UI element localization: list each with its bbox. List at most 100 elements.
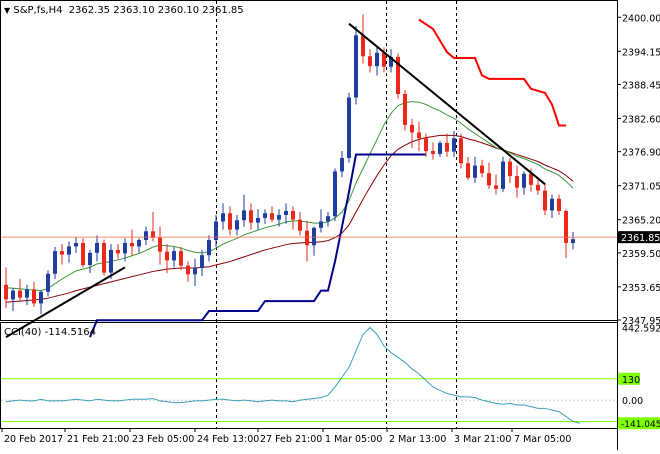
candle[interactable] [557, 194, 561, 216]
candle[interactable] [326, 212, 330, 227]
candle[interactable] [186, 261, 190, 282]
cci-level-label: 130 [622, 375, 640, 386]
candle[interactable] [564, 209, 568, 259]
candle[interactable] [4, 267, 8, 309]
candle-body [564, 210, 568, 243]
candle[interactable] [228, 206, 232, 236]
candle[interactable] [95, 235, 99, 262]
candle[interactable] [305, 220, 309, 262]
candle[interactable] [214, 215, 218, 248]
candle[interactable] [445, 133, 449, 157]
candle-body [417, 132, 421, 139]
candle[interactable] [319, 209, 323, 233]
candle[interactable] [522, 171, 526, 195]
candle[interactable] [60, 244, 64, 265]
trendlines[interactable] [5, 22, 546, 339]
candle[interactable] [193, 258, 197, 286]
candle[interactable] [11, 287, 15, 311]
candle-body [480, 165, 484, 174]
candle[interactable] [137, 238, 141, 253]
candle[interactable] [263, 209, 267, 224]
candle[interactable] [39, 290, 43, 314]
candle[interactable] [396, 53, 400, 99]
candle[interactable] [46, 270, 50, 297]
candle[interactable] [361, 14, 365, 64]
vertical-grid [216, 1, 457, 428]
candle[interactable] [410, 119, 414, 149]
trendline[interactable] [5, 266, 126, 339]
candle[interactable] [536, 180, 540, 195]
candle[interactable] [480, 159, 484, 178]
candle[interactable] [550, 194, 554, 218]
candle[interactable] [53, 247, 57, 279]
candle[interactable] [473, 156, 477, 184]
candle[interactable] [207, 235, 211, 262]
candle[interactable] [354, 26, 358, 105]
candle[interactable] [102, 239, 106, 276]
cci-axis-max-label: 442.592 [622, 323, 660, 334]
candle[interactable] [172, 247, 176, 268]
time-tick-label: 2 Mar 13:00 [389, 434, 446, 445]
candle[interactable] [333, 168, 337, 221]
candle[interactable] [571, 231, 575, 250]
candle[interactable] [431, 142, 435, 160]
candle[interactable] [235, 215, 239, 236]
candle[interactable] [18, 278, 22, 303]
cci-axis: 442.592 130 0.00 -141.0454 [618, 323, 660, 430]
candle[interactable] [403, 89, 407, 131]
candle[interactable] [74, 237, 78, 253]
candle[interactable] [347, 92, 351, 163]
candle[interactable] [130, 229, 134, 256]
ma-fast-line [5, 101, 574, 292]
candle[interactable] [277, 209, 281, 227]
candle[interactable] [116, 244, 120, 259]
candle[interactable] [179, 247, 183, 271]
candle[interactable] [284, 203, 288, 224]
candle[interactable] [32, 281, 36, 307]
candle[interactable] [298, 212, 302, 236]
candle[interactable] [459, 133, 463, 169]
candle[interactable] [249, 203, 253, 230]
candle[interactable] [452, 130, 456, 157]
candle[interactable] [375, 46, 379, 76]
candle[interactable] [200, 249, 204, 277]
candle[interactable] [340, 151, 344, 178]
candle[interactable] [165, 244, 169, 274]
candle[interactable] [424, 133, 428, 157]
candle[interactable] [109, 244, 113, 279]
candle[interactable] [438, 140, 442, 157]
candle[interactable] [25, 284, 29, 306]
candle[interactable] [221, 203, 225, 230]
candle[interactable] [123, 238, 127, 262]
candle[interactable] [543, 183, 547, 216]
candle[interactable] [368, 49, 372, 73]
candle[interactable] [151, 212, 155, 242]
candle[interactable] [417, 121, 421, 152]
candle[interactable] [515, 165, 519, 198]
candle[interactable] [158, 226, 162, 265]
candle[interactable] [242, 194, 246, 227]
candle[interactable] [501, 156, 505, 192]
cci-current-label: -141.0454 [621, 420, 660, 430]
candle[interactable] [81, 238, 85, 268]
candle[interactable] [88, 249, 92, 274]
candle[interactable] [144, 226, 148, 246]
candle[interactable] [389, 49, 393, 73]
trendline[interactable] [348, 22, 546, 185]
candle[interactable] [508, 158, 512, 184]
candle[interactable] [312, 226, 316, 256]
candle[interactable] [256, 209, 260, 230]
chart-menu-arrow-icon[interactable]: ▼ [4, 6, 11, 15]
candle-body [291, 210, 295, 220]
candle[interactable] [494, 174, 498, 195]
candles[interactable] [4, 14, 575, 314]
candle[interactable] [67, 241, 71, 263]
candle[interactable] [291, 206, 295, 230]
candle[interactable] [466, 156, 470, 181]
candle-body [60, 251, 64, 255]
candle[interactable] [270, 206, 274, 223]
candle-body [431, 151, 435, 154]
candle[interactable] [487, 162, 491, 189]
